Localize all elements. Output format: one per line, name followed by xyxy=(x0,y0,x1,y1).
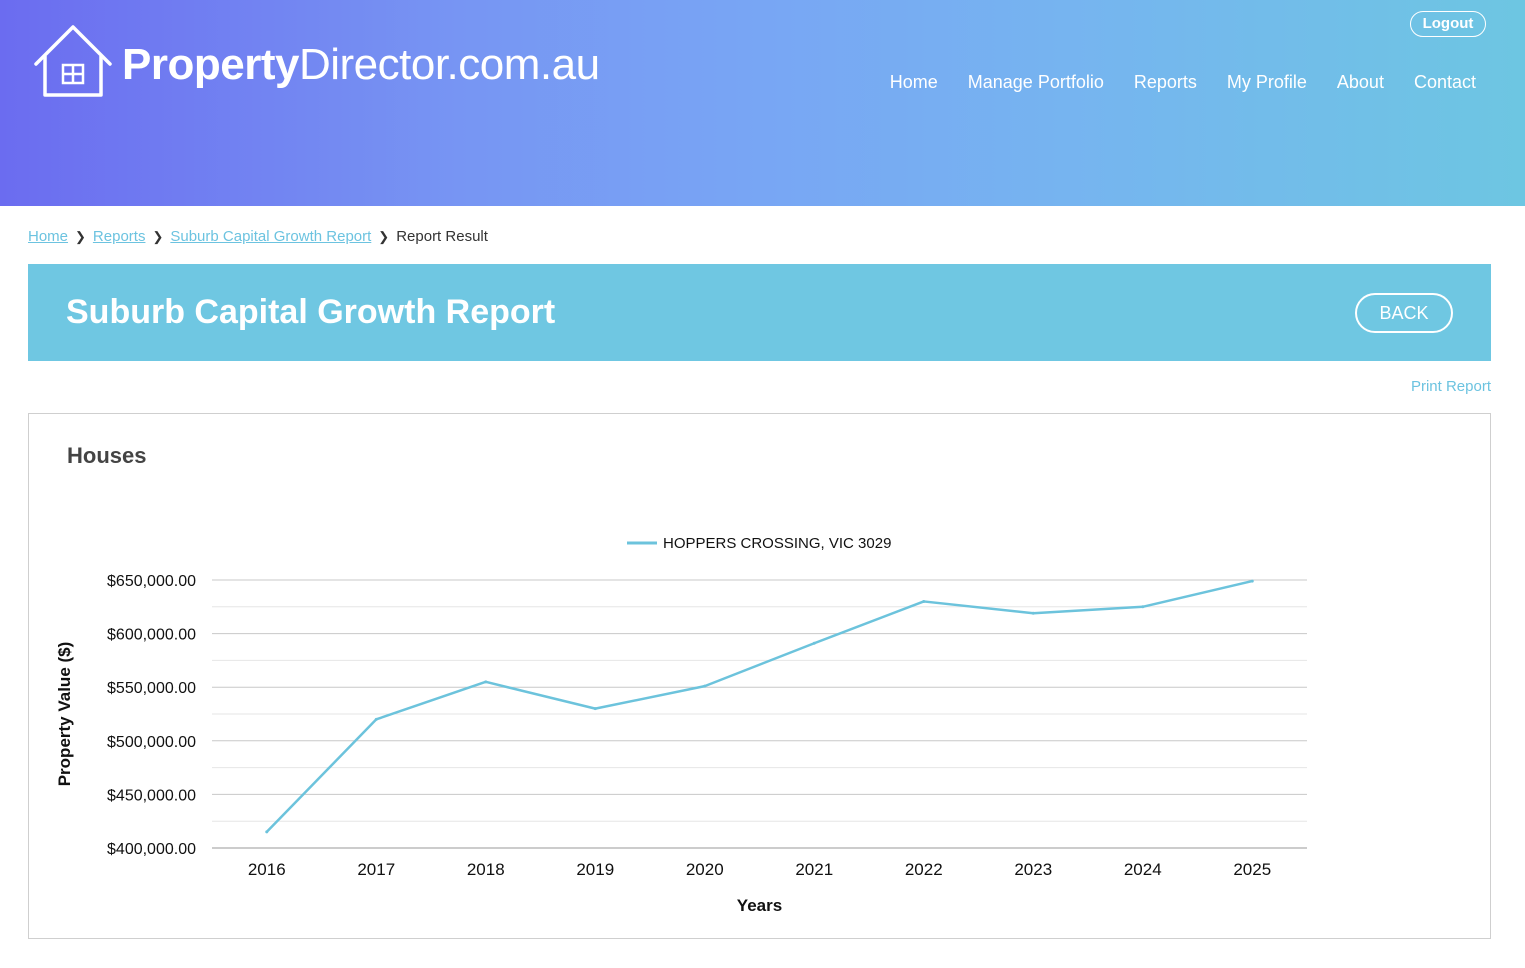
y-tick-label: $550,000.00 xyxy=(107,680,196,697)
series-line xyxy=(265,579,1253,833)
x-tick-label: 2019 xyxy=(576,860,614,879)
logo-text-rest: Director.com.au xyxy=(298,40,600,89)
x-tick-label: 2017 xyxy=(357,860,395,879)
data-point xyxy=(484,680,488,684)
site-header: PropertyDirector.com.au Logout Home Mana… xyxy=(0,0,1525,206)
breadcrumb-suburb-capital-growth-report[interactable]: Suburb Capital Growth Report xyxy=(170,228,372,245)
y-tick-label: $500,000.00 xyxy=(107,734,196,751)
data-point xyxy=(703,684,707,688)
chevron-right-icon: ❯ xyxy=(152,228,164,244)
logo-text-bold: Property xyxy=(122,40,299,89)
data-point xyxy=(922,599,926,603)
page-title: Suburb Capital Growth Report xyxy=(66,293,556,331)
main-nav: Home Manage Portfolio Reports My Profile… xyxy=(890,72,1476,93)
nav-home[interactable]: Home xyxy=(889,72,938,92)
nav-my-profile[interactable]: My Profile xyxy=(1226,72,1307,92)
y-tick-label: $450,000.00 xyxy=(107,787,196,804)
y-tick-label: $400,000.00 xyxy=(107,841,196,858)
nav-manage-portfolio[interactable]: Manage Portfolio xyxy=(967,72,1104,92)
x-tick-label: 2020 xyxy=(686,860,724,879)
breadcrumb-reports[interactable]: Reports xyxy=(92,228,146,245)
data-point xyxy=(1141,605,1145,609)
data-point xyxy=(812,641,816,645)
chevron-right-icon: ❯ xyxy=(378,228,390,244)
x-tick-label: 2016 xyxy=(248,860,286,879)
data-point xyxy=(374,717,378,721)
breadcrumb: Home ❯ Reports ❯ Suburb Capital Growth R… xyxy=(28,228,488,245)
report-title-bar: Suburb Capital Growth Report BACK xyxy=(28,264,1491,361)
nav-contact[interactable]: Contact xyxy=(1413,72,1476,92)
x-tick-label: 2023 xyxy=(1014,860,1052,879)
x-tick-label: 2021 xyxy=(795,860,833,879)
y-tick-label: $600,000.00 xyxy=(107,627,196,644)
x-tick-label: 2022 xyxy=(905,860,943,879)
back-button[interactable]: BACK xyxy=(1355,293,1453,333)
data-point xyxy=(593,707,597,711)
section-title: Houses xyxy=(67,443,147,468)
data-point xyxy=(265,830,269,834)
logo-wordmark: PropertyDirector.com.au xyxy=(122,41,600,89)
x-tick-label: 2024 xyxy=(1124,860,1162,879)
y-axis-title: Property Value ($) xyxy=(55,642,74,787)
house-logo-icon xyxy=(34,25,112,97)
nav-about[interactable]: About xyxy=(1336,72,1384,92)
data-point xyxy=(1031,611,1035,615)
y-tick-label: $650,000.00 xyxy=(107,573,196,590)
data-point xyxy=(1250,579,1254,583)
x-tick-label: 2018 xyxy=(467,860,505,879)
nav-reports[interactable]: Reports xyxy=(1133,72,1197,92)
x-tick-label: 2025 xyxy=(1233,860,1271,879)
chevron-right-icon: ❯ xyxy=(75,228,86,244)
print-report-link[interactable]: Print Report xyxy=(1410,378,1491,395)
x-axis-title: Years xyxy=(737,896,782,915)
legend-label: HOPPERS CROSSING, VIC 3029 xyxy=(663,535,891,552)
chart-card: Houses $400,000.00 $450,000.00 $500,000.00… xyxy=(28,413,1491,939)
logout-button[interactable]: Logout xyxy=(1410,11,1486,37)
breadcrumb-current: Report Result xyxy=(396,228,488,245)
growth-line-chart: $400,000.00 $450,000.00 $500,000.00 $550,00… xyxy=(55,535,1307,915)
breadcrumb-home[interactable]: Home xyxy=(28,228,69,245)
